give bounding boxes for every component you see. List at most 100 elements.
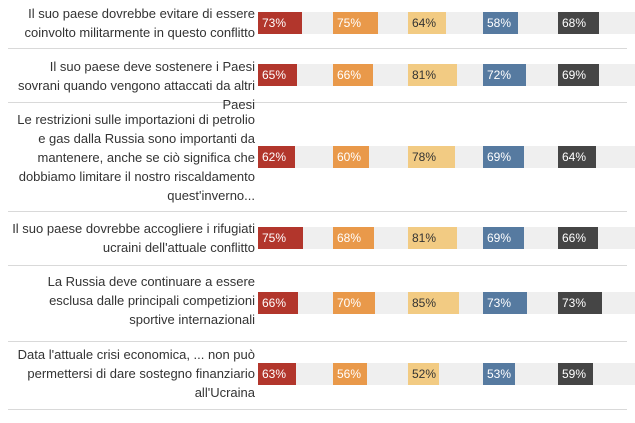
value-label: 63% <box>262 367 287 381</box>
value-cell: 66% <box>333 64 429 86</box>
value-cell: 52% <box>408 363 504 385</box>
value-bar <box>333 292 375 314</box>
value-bar <box>483 146 524 168</box>
value-label: 53% <box>487 367 512 381</box>
table-row: Il suo paese dovrebbe accogliere i rifug… <box>0 213 635 263</box>
row-label: Data l'attuale crisi economica, ... non … <box>17 347 255 400</box>
value-bar <box>258 64 297 86</box>
value-label: 75% <box>337 16 362 30</box>
value-cell: 60% <box>333 146 429 168</box>
value-cell: 75% <box>333 12 429 34</box>
value-cell: 56% <box>333 363 429 385</box>
value-bar <box>333 64 373 86</box>
value-label: 60% <box>337 150 362 164</box>
value-cell: 62% <box>258 146 354 168</box>
value-bar <box>483 12 518 34</box>
value-label: 56% <box>337 367 362 381</box>
value-label: 69% <box>562 68 587 82</box>
value-bar <box>558 12 599 34</box>
value-label: 68% <box>562 16 587 30</box>
value-cell: 63% <box>258 363 354 385</box>
value-label: 78% <box>412 150 437 164</box>
value-label: 65% <box>262 68 287 82</box>
value-bar <box>483 64 526 86</box>
value-label: 81% <box>412 231 437 245</box>
value-label: 68% <box>337 231 362 245</box>
value-bar <box>408 292 459 314</box>
value-label: 73% <box>262 16 287 30</box>
value-cell: 81% <box>408 64 504 86</box>
table-row: Data l'attuale crisi economica, ... non … <box>0 343 635 405</box>
value-bar <box>408 363 439 385</box>
value-bar <box>408 146 455 168</box>
value-cell: 69% <box>483 146 579 168</box>
value-label: 72% <box>487 68 512 82</box>
value-label: 69% <box>487 150 512 164</box>
value-cell: 53% <box>483 363 579 385</box>
value-bar <box>483 292 527 314</box>
value-bar <box>333 227 374 249</box>
value-label: 73% <box>487 296 512 310</box>
value-cell: 68% <box>558 12 635 34</box>
table-row: Le restrizioni sulle importazioni di pet… <box>0 104 635 209</box>
row-separator <box>8 102 627 103</box>
value-bar <box>258 146 295 168</box>
value-bar <box>408 227 457 249</box>
value-cell: 59% <box>558 363 635 385</box>
row-label: Il suo paese dovrebbe evitare di essere … <box>24 6 255 40</box>
table-row: Il suo paese dovrebbe evitare di essere … <box>0 0 635 46</box>
value-bar <box>408 64 457 86</box>
value-cell: 68% <box>333 227 429 249</box>
value-label: 70% <box>337 296 362 310</box>
value-cell: 65% <box>258 64 354 86</box>
value-bar <box>483 227 524 249</box>
value-bar <box>558 146 596 168</box>
value-cell: 66% <box>258 292 354 314</box>
value-bar <box>258 12 302 34</box>
value-bar <box>258 227 303 249</box>
row-separator <box>8 341 627 342</box>
value-cell: 64% <box>408 12 504 34</box>
value-cell: 69% <box>483 227 579 249</box>
value-bar <box>333 363 367 385</box>
value-cell: 66% <box>558 227 635 249</box>
value-bar <box>558 292 602 314</box>
value-cell: 58% <box>483 12 579 34</box>
row-separator <box>8 48 627 49</box>
row-separator <box>8 265 627 266</box>
value-bar <box>258 363 296 385</box>
value-label: 58% <box>487 16 512 30</box>
value-label: 62% <box>262 150 287 164</box>
value-bar <box>558 363 593 385</box>
value-cell: 69% <box>558 64 635 86</box>
value-bar <box>483 363 515 385</box>
value-bar <box>333 12 378 34</box>
value-cell: 73% <box>558 292 635 314</box>
table-row: La Russia deve continuare a essere esclu… <box>0 267 635 339</box>
row-label: Il suo paese dovrebbe accogliere i rifug… <box>12 221 255 255</box>
value-label: 64% <box>562 150 587 164</box>
value-bar <box>333 146 369 168</box>
value-label: 64% <box>412 16 437 30</box>
value-cell: 78% <box>408 146 504 168</box>
value-label: 73% <box>562 296 587 310</box>
value-label: 52% <box>412 367 437 381</box>
value-cell: 81% <box>408 227 504 249</box>
value-cell: 64% <box>558 146 635 168</box>
value-label: 66% <box>337 68 362 82</box>
value-label: 75% <box>262 231 287 245</box>
row-separator <box>8 409 627 410</box>
value-cell: 73% <box>258 12 354 34</box>
value-bar <box>558 64 599 86</box>
value-bar <box>408 12 446 34</box>
value-cell: 73% <box>483 292 579 314</box>
value-bar <box>258 292 298 314</box>
value-label: 85% <box>412 296 437 310</box>
row-label: Le restrizioni sulle importazioni di pet… <box>17 112 255 203</box>
value-label: 81% <box>412 68 437 82</box>
value-cell: 70% <box>333 292 429 314</box>
value-label: 69% <box>487 231 512 245</box>
value-cell: 72% <box>483 64 579 86</box>
value-cell: 85% <box>408 292 504 314</box>
row-label: Il suo paese deve sostenere i Paesi sovr… <box>17 59 255 112</box>
